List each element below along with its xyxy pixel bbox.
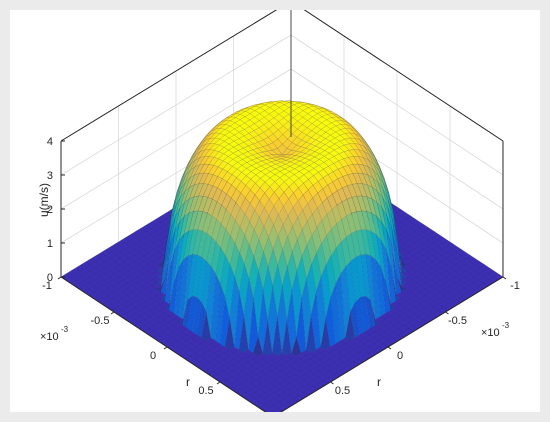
x-tick-label: -1: [42, 280, 52, 292]
z-tick-label: 2: [47, 204, 53, 216]
x-tick: [57, 276, 62, 280]
x-tick: [216, 381, 221, 385]
y-tick-label: -1: [510, 280, 520, 292]
x-tick: [110, 311, 115, 315]
wall-grid-z-right-2: [60, 68, 292, 210]
z-tick-label: 4: [47, 136, 53, 148]
axes: -1-0.500.51-1-0.500.5101234: [42, 10, 520, 412]
x-axis-exponent: ×10 -3: [40, 325, 69, 343]
box-top-edge-right: [60, 10, 278, 142]
x-exponent-base: ×10: [40, 331, 59, 343]
z-tick-label: 1: [47, 238, 53, 250]
x-exponent-power: -3: [61, 325, 69, 334]
z-tick-label: 0: [47, 272, 53, 284]
x-tick-label: 0.5: [198, 385, 213, 397]
z-tick-label: 3: [47, 170, 53, 182]
surface-cell: [263, 407, 274, 412]
surface-mesh: [60, 100, 504, 412]
y-tick: [445, 311, 449, 315]
x-axis-label: r: [186, 375, 190, 389]
y-tick: [387, 346, 392, 350]
wall-grid-z-right-3: [60, 34, 292, 176]
y-tick-label: -0.5: [448, 315, 467, 327]
y-tick: [502, 276, 507, 280]
wall-grid-z-left-3: [290, 34, 504, 176]
y-axis-exponent: ×10 -3: [481, 321, 510, 339]
y-tick-label: 0: [397, 350, 403, 362]
surface-plot[interactable]: -1-0.500.51-1-0.500.5101234 u(m/s) r r ×…: [10, 10, 540, 412]
wall-grid-z-left-2: [290, 68, 504, 210]
y-axis-label: r: [377, 375, 381, 389]
figure: -1-0.500.51-1-0.500.5101234 u(m/s) r r ×…: [10, 10, 540, 412]
x-tick-label: -0.5: [91, 315, 110, 327]
x-tick-label: 0: [150, 350, 156, 362]
surface-cell: [273, 407, 284, 412]
y-exponent-power: -3: [502, 321, 510, 330]
y-exponent-base: ×10: [481, 327, 500, 339]
box-top-edge-left: [303, 10, 504, 142]
y-tick: [330, 381, 334, 385]
surface-cell: [271, 410, 276, 412]
y-tick-label: 0.5: [335, 385, 350, 397]
x-tick: [163, 346, 168, 350]
z-axis-label: u(m/s): [37, 183, 51, 217]
